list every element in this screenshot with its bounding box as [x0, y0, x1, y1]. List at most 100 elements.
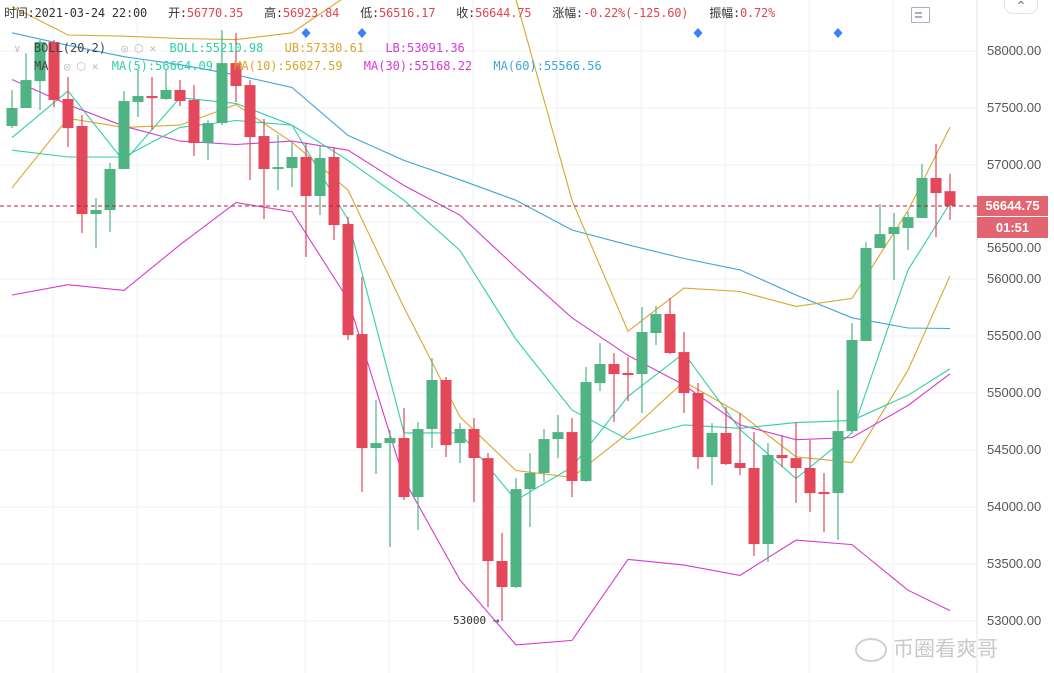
candle-up — [286, 157, 298, 169]
candle-down — [692, 393, 704, 458]
weibo-logo-icon — [855, 638, 887, 662]
candle-up — [314, 158, 326, 197]
candle-down — [76, 126, 88, 215]
ma-name: MA — [34, 59, 49, 73]
current-price-tag: 56644.75 — [977, 196, 1048, 216]
candle-down — [930, 177, 942, 194]
candle-up — [594, 364, 606, 384]
ma30-value: MA(30):55168.22 — [363, 59, 473, 73]
candle-up — [216, 63, 228, 124]
candle-up — [832, 431, 844, 494]
candle-up — [524, 473, 536, 490]
candle-up — [580, 382, 592, 482]
candle-down — [48, 41, 60, 101]
chevron-up-icon[interactable]: ^ — [1004, 0, 1038, 14]
candle-up — [160, 89, 172, 99]
boll-ub-value: UB:57330.61 — [284, 41, 365, 55]
candle-up — [636, 332, 648, 375]
ma60-line — [11, 32, 951, 330]
candle-up — [20, 80, 32, 108]
grid — [0, 0, 977, 673]
boll-lb-value: LB:53091.36 — [385, 41, 465, 55]
open-value: 56770.35 — [186, 6, 244, 20]
candle-up — [412, 429, 424, 498]
price-axis-label: 53000.00 — [987, 613, 1042, 628]
price-axis-label: 56500.00 — [987, 240, 1042, 255]
candle-up — [552, 432, 564, 440]
ma10-value: MA(10):56027.59 — [234, 59, 343, 73]
low-value: 56516.17 — [379, 6, 436, 20]
candle-down — [244, 85, 256, 138]
candle-down — [230, 63, 242, 86]
candle-down — [342, 224, 354, 336]
close-icon[interactable]: ✕ — [149, 42, 157, 55]
candle-down — [678, 352, 690, 393]
calendar-icon[interactable] — [911, 7, 930, 23]
ohlc-info-bar: 时间:2021-03-24 22:00 开:56770.35 高:56923.8… — [4, 4, 789, 21]
event-marker-diamond — [833, 28, 843, 38]
boll-name: BOLL(20,2) — [33, 41, 107, 55]
event-marker-diamond — [357, 28, 367, 38]
candle-down — [790, 458, 802, 469]
candle-up — [902, 217, 914, 229]
candle-up — [846, 339, 858, 432]
chevron-down-icon[interactable]: ∨ — [14, 42, 21, 55]
candle-up — [916, 177, 928, 219]
price-axis-label: 57000.00 — [987, 157, 1042, 172]
candle-down — [664, 313, 676, 353]
candle-up — [426, 380, 438, 430]
candle-up — [888, 227, 900, 235]
lb-line — [11, 202, 951, 646]
candle-up — [90, 210, 102, 215]
candle-up — [202, 123, 214, 143]
price-axis-label: 54000.00 — [987, 499, 1042, 514]
candle-up — [510, 489, 522, 588]
candle-up — [874, 234, 886, 248]
candle-up — [384, 438, 396, 444]
eye-icon[interactable]: ◎ — [63, 60, 71, 73]
amplitude-label: 振幅: — [709, 6, 740, 20]
candle-up — [272, 167, 284, 170]
settings-icon[interactable]: ⬡ — [76, 60, 86, 73]
event-markers — [301, 28, 843, 38]
candle-down — [468, 429, 480, 459]
settings-icon[interactable]: ⬡ — [133, 42, 144, 55]
candle-up — [118, 101, 130, 169]
lowest-price-marker: 53000 → — [453, 614, 500, 627]
price-axis-label: 55500.00 — [987, 328, 1042, 343]
candle-down — [944, 191, 956, 206]
candle-down — [482, 458, 494, 562]
candle-down — [734, 462, 746, 469]
close-icon[interactable]: ✕ — [91, 60, 99, 73]
amplitude-value: 0.72% — [739, 6, 776, 20]
candle-up — [538, 439, 550, 474]
candle-up — [34, 41, 46, 82]
ub-line — [11, 0, 951, 333]
ma10-line — [11, 103, 951, 478]
watermark-text: 币圈看爽哥 — [893, 637, 998, 661]
candle-down — [804, 468, 816, 494]
candle-down — [440, 380, 452, 446]
candle-down — [188, 100, 200, 143]
candles — [6, 30, 956, 621]
candle-down — [258, 136, 270, 169]
price-axis-label: 58000.00 — [987, 43, 1042, 58]
candle-down — [496, 561, 508, 588]
candle-down — [146, 96, 158, 99]
candle-down — [720, 433, 732, 465]
close-value: 56644.75 — [475, 6, 532, 20]
watermark: 币圈看爽哥 — [855, 636, 998, 662]
change-value: -0.22%(-125.60) — [582, 6, 689, 20]
eye-icon[interactable]: ◎ — [121, 42, 128, 55]
candle-down — [818, 492, 830, 495]
candle-down — [566, 432, 578, 482]
candle-up — [370, 443, 382, 449]
ma-legend: MA ◎ ⬡ ✕ MA(5):56664.09 MA(10):56027.59 MA… — [34, 59, 616, 74]
time-value: 2021-03-24 22:00 — [34, 6, 148, 20]
candle-down — [356, 334, 368, 449]
candle-down — [398, 438, 410, 498]
time-label: 时间: — [4, 6, 35, 20]
price-axis-label: 53500.00 — [987, 556, 1042, 571]
boll-line — [11, 119, 951, 441]
